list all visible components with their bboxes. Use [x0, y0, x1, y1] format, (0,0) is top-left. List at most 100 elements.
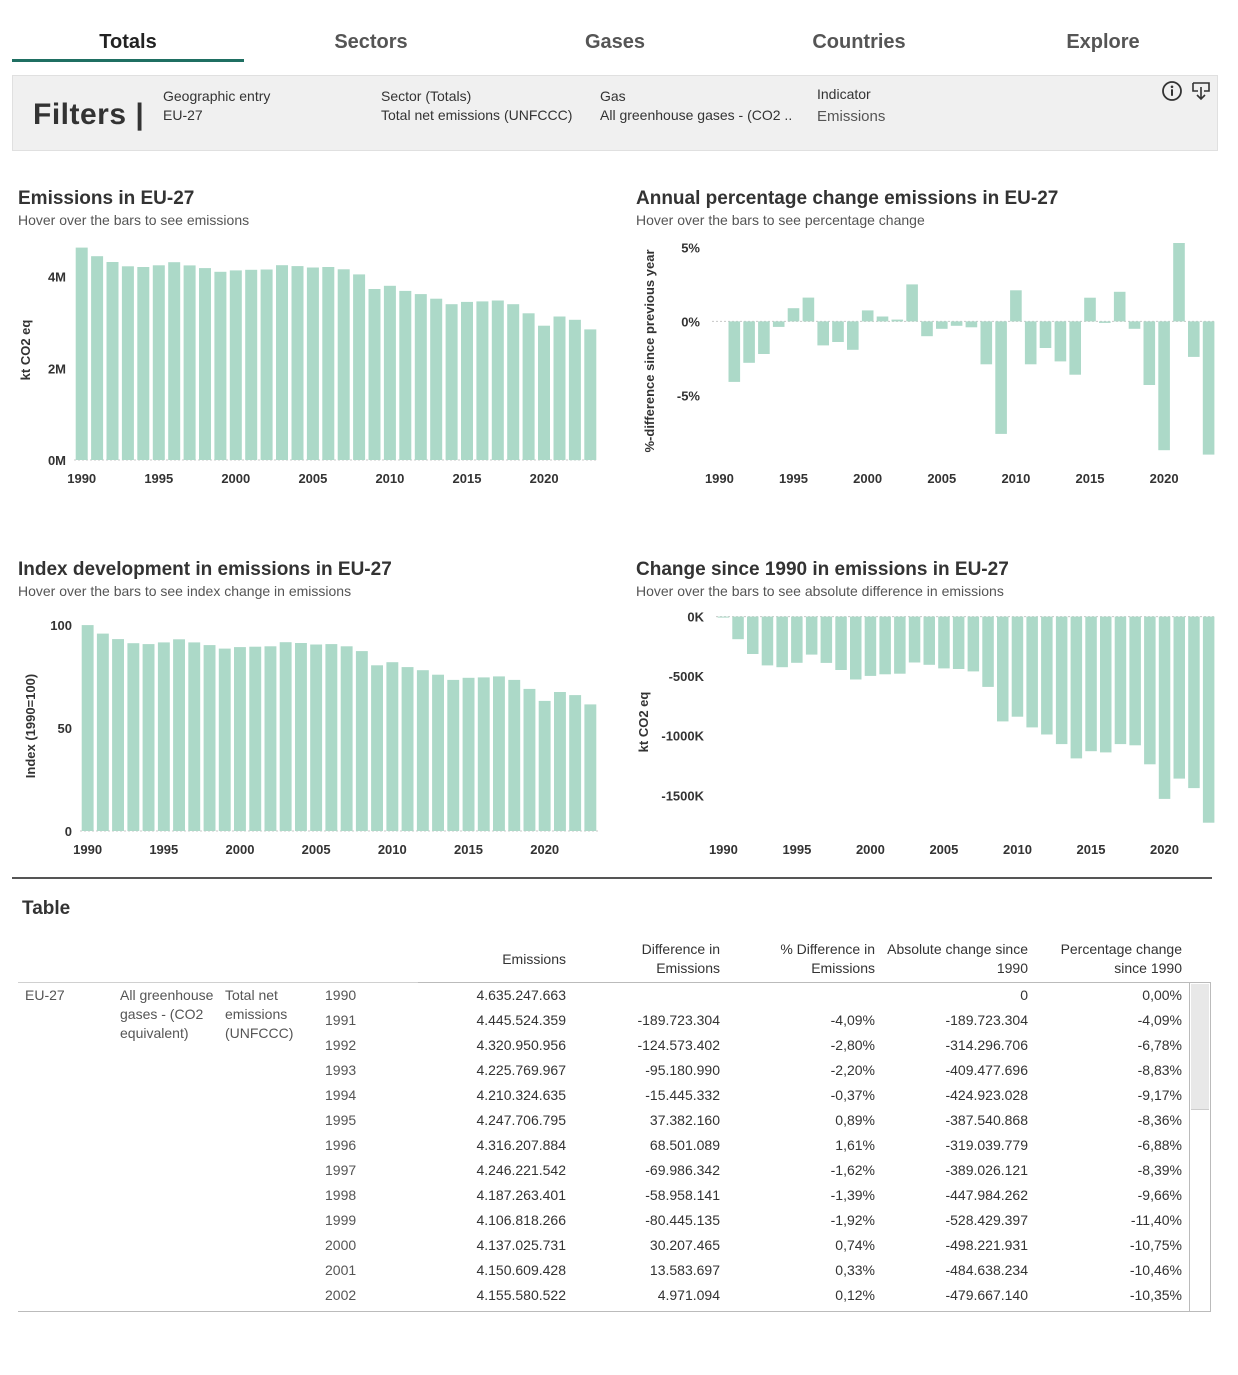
bar-2009[interactable] [371, 665, 383, 831]
bar-2009[interactable] [997, 616, 1009, 722]
bar-2020[interactable] [1158, 321, 1170, 451]
filter-sector[interactable]: Sector (Totals) Total net emissions (UNF… [381, 87, 572, 125]
bar-2020[interactable] [538, 325, 550, 460]
tab-gases[interactable]: Gases [584, 31, 646, 53]
bar-2007[interactable] [340, 646, 353, 831]
bar-2016[interactable] [476, 301, 489, 460]
bar-2001[interactable] [879, 616, 891, 675]
bar-2012[interactable] [416, 670, 429, 831]
bar-1995[interactable] [152, 265, 165, 460]
bar-2023[interactable] [1202, 616, 1215, 823]
bar-2019[interactable] [522, 313, 535, 460]
bar-2010[interactable] [386, 662, 399, 831]
bar-2007[interactable] [965, 321, 978, 328]
tab-countries[interactable]: Countries [812, 31, 906, 53]
info-icon[interactable] [1161, 80, 1183, 102]
bar-1994[interactable] [142, 644, 155, 831]
bar-2005[interactable] [938, 616, 950, 669]
change-since-1990-bar-chart[interactable]: kt CO2 eq 0K -500K -1000K -1500K 1990 1995 2000… [618, 551, 1238, 871]
bar-1992[interactable] [106, 262, 119, 460]
bar-2015[interactable] [1085, 616, 1097, 752]
bar-1997[interactable] [817, 321, 829, 346]
bar-1993[interactable] [761, 616, 774, 666]
bar-1999[interactable] [214, 271, 227, 460]
bar-2004[interactable] [295, 643, 307, 831]
bar-1994[interactable] [772, 321, 785, 327]
bar-2017[interactable] [1113, 291, 1126, 322]
bar-2005[interactable] [936, 321, 948, 329]
annual-pct-bar-chart[interactable]: %-difference since previous year 5% 0% -5% 1… [618, 180, 1238, 500]
header-pct-difference[interactable]: % Difference in Emissions [735, 940, 875, 978]
bar-1998[interactable] [835, 616, 847, 670]
filter-geographic-entry[interactable]: Geographic entry EU-27 [163, 87, 270, 125]
bar-2014[interactable] [445, 304, 458, 460]
bar-1994[interactable] [137, 267, 150, 460]
bar-2008[interactable] [980, 321, 993, 365]
bar-2003[interactable] [908, 616, 921, 663]
bar-1997[interactable] [188, 642, 201, 831]
bar-2011[interactable] [1026, 616, 1038, 728]
bar-2001[interactable] [876, 316, 889, 322]
bar-2003[interactable] [279, 642, 292, 831]
bar-2022[interactable] [1188, 616, 1200, 789]
bar-2013[interactable] [432, 674, 444, 831]
header-pct-change[interactable]: Percentage change since 1990 [1040, 940, 1182, 978]
bar-1996[interactable] [802, 297, 815, 322]
bar-2004[interactable] [291, 266, 304, 460]
bar-2008[interactable] [355, 651, 368, 831]
bar-2010[interactable] [1010, 290, 1022, 322]
bar-2004[interactable] [923, 616, 936, 665]
bar-2000[interactable] [234, 647, 246, 831]
bar-2020[interactable] [538, 700, 551, 831]
bar-2012[interactable] [414, 294, 427, 460]
bar-1992[interactable] [747, 616, 759, 654]
bar-2004[interactable] [921, 321, 933, 337]
bar-2000[interactable] [864, 616, 877, 676]
bar-1993[interactable] [758, 321, 770, 354]
bar-2006[interactable] [325, 644, 338, 831]
bar-2022[interactable] [569, 695, 582, 831]
bar-2013[interactable] [1055, 616, 1068, 745]
index-bar-chart[interactable]: Index (1990=100) 0 50 100 1990 1995 2000 2005 20… [0, 551, 620, 871]
bar-2007[interactable] [967, 616, 980, 672]
bar-1991[interactable] [91, 256, 104, 460]
bar-2021[interactable] [554, 692, 566, 831]
table-scrollbar[interactable] [1189, 982, 1211, 1312]
bar-2000[interactable] [229, 270, 242, 460]
bar-2003[interactable] [906, 284, 918, 322]
bar-2013[interactable] [430, 298, 443, 460]
bar-1996[interactable] [173, 639, 185, 831]
tab-explore[interactable]: Explore [1066, 31, 1140, 53]
bar-2018[interactable] [508, 679, 521, 831]
bar-1999[interactable] [218, 648, 231, 831]
bar-2006[interactable] [950, 321, 963, 326]
bar-2015[interactable] [1084, 297, 1096, 322]
bar-1998[interactable] [199, 268, 211, 460]
bar-2017[interactable] [1114, 616, 1127, 745]
bar-2022[interactable] [568, 319, 581, 461]
bar-1994[interactable] [776, 616, 788, 668]
bar-1998[interactable] [832, 321, 844, 342]
bar-1991[interactable] [732, 616, 744, 640]
bar-2021[interactable] [1173, 616, 1186, 779]
header-difference[interactable]: Difference in Emissions [580, 940, 720, 978]
scrollbar-thumb[interactable] [1191, 984, 1209, 1110]
bar-2001[interactable] [245, 269, 258, 460]
bar-2015[interactable] [462, 677, 475, 831]
bar-2002[interactable] [891, 319, 904, 322]
bar-1999[interactable] [847, 321, 859, 350]
bar-1997[interactable] [820, 616, 833, 663]
bar-2007[interactable] [337, 269, 350, 460]
bar-2002[interactable] [264, 646, 277, 831]
bar-2016[interactable] [1100, 616, 1112, 753]
bar-2002[interactable] [260, 269, 273, 461]
download-icon[interactable] [1190, 80, 1212, 102]
bar-1995[interactable] [787, 308, 800, 322]
bar-2009[interactable] [368, 289, 381, 460]
bar-2005[interactable] [310, 644, 323, 832]
bar-1999[interactable] [850, 616, 862, 680]
bar-1996[interactable] [805, 616, 818, 655]
bar-2001[interactable] [249, 646, 262, 831]
bar-1992[interactable] [743, 321, 755, 363]
bar-2019[interactable] [1143, 321, 1156, 385]
